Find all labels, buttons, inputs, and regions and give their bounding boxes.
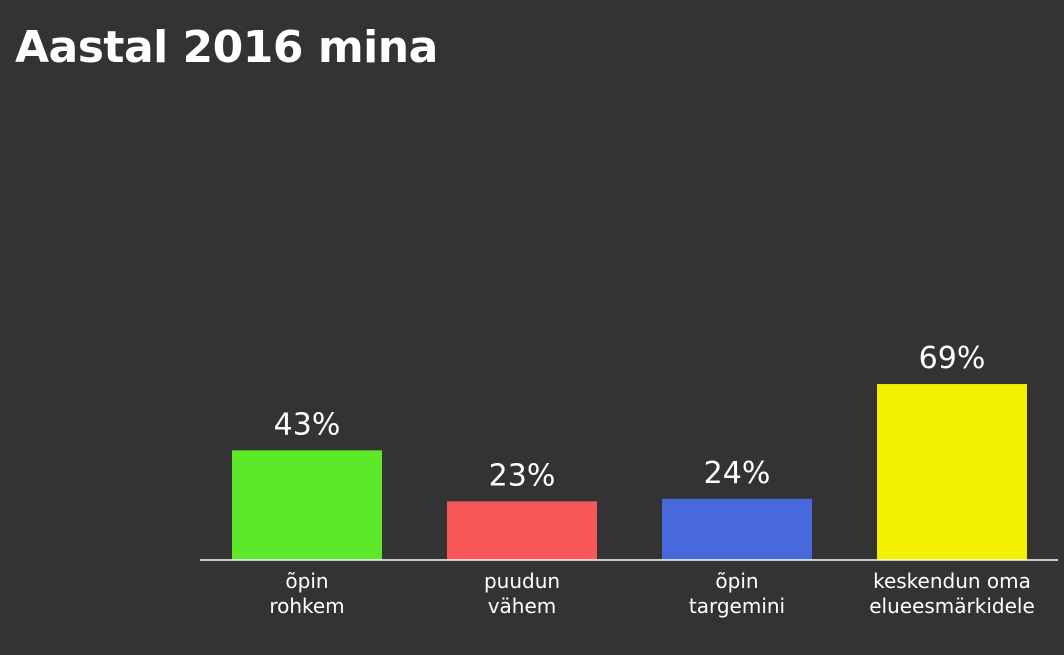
category-label-2-line-1: puudun [484, 569, 560, 593]
category-label-2-line-2: vähem [488, 594, 557, 618]
bar-1 [232, 450, 382, 560]
bar-value-label-2: 23% [489, 458, 556, 493]
bar-2 [447, 501, 597, 560]
chart-title: Aastal 2016 mina [15, 22, 438, 73]
bar-value-label-3: 24% [704, 456, 771, 491]
bar-value-label-4: 69% [919, 341, 986, 376]
labels-layer: 43%õpinrohkem23%puudunvähem24%õpintargem… [269, 341, 1034, 618]
category-label-3-line-2: targemini [689, 594, 785, 618]
bar-4 [877, 384, 1027, 560]
category-label-1-line-2: rohkem [269, 594, 344, 618]
bars-layer [232, 384, 1027, 560]
bar-3 [662, 498, 812, 560]
bar-value-label-1: 43% [274, 407, 341, 442]
category-label-3-line-1: õpin [715, 569, 758, 593]
category-label-1-line-1: õpin [285, 569, 328, 593]
category-label-4-line-1: keskendun oma [873, 569, 1031, 593]
category-label-4-line-2: elueesmärkidele [869, 594, 1035, 618]
